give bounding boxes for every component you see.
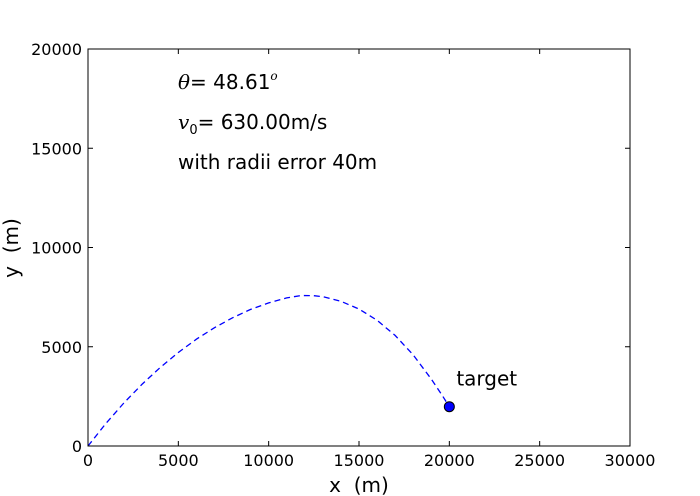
x-tick-label: 15000 — [334, 451, 385, 470]
y-tick-label: 20000 — [31, 40, 82, 59]
plot-frame — [87, 48, 631, 447]
theta-unit: o — [270, 69, 277, 83]
y-tick-label: 10000 — [31, 239, 82, 258]
x-tick-label: 5000 — [158, 451, 199, 470]
x-tick-label: 30000 — [605, 451, 656, 470]
target-point — [443, 401, 455, 413]
v0-symbol: v — [178, 110, 190, 134]
v0-subscript: 0 — [189, 123, 197, 138]
x-tick-label: 20000 — [424, 451, 475, 470]
theta-value: = 48.61 — [190, 70, 270, 94]
x-axis-label: x (m) — [329, 473, 389, 496]
y-tick-label: 15000 — [31, 139, 82, 158]
trajectory-line — [87, 294, 450, 447]
plot-area — [88, 49, 630, 446]
x-tick-label: 10000 — [243, 451, 294, 470]
target-label: target — [456, 367, 517, 391]
y-axis-label: y (m) — [0, 218, 23, 278]
y-tick-label: 5000 — [41, 338, 82, 357]
y-tick-label: 0 — [72, 437, 82, 456]
v0-value: = 630.00m/s — [198, 110, 328, 134]
error-annotation: with radii error 40m — [178, 150, 377, 174]
theta-symbol: θ — [178, 70, 190, 94]
x-tick-label: 25000 — [514, 451, 565, 470]
tick-labels: 0 5000 10000 15000 20000 25000 30000 0 5000 10000… — [31, 40, 655, 470]
x-tick-label: 0 — [83, 451, 93, 470]
v0-annotation: v0= 630.00m/s — [178, 110, 327, 138]
theta-annotation: θ= 48.61o — [178, 69, 278, 94]
